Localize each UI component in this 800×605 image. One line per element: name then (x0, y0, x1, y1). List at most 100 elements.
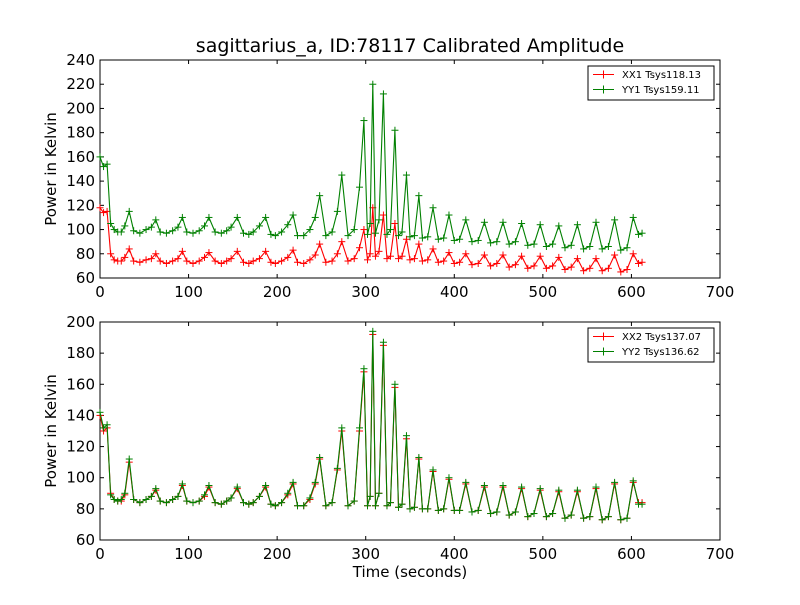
data-point-yy1 (249, 228, 257, 236)
top-y-tick-label: 180 (66, 124, 95, 142)
data-point-xx1 (100, 209, 108, 217)
data-point-yy1 (561, 244, 569, 252)
data-point-yy1 (117, 228, 125, 236)
data-point-xx1 (429, 245, 437, 253)
data-point-yy1 (278, 228, 286, 236)
top-y-tick-label: 220 (66, 75, 95, 93)
data-point-yy1 (580, 245, 588, 253)
data-point-yy2 (555, 486, 563, 494)
data-point-xx1 (456, 258, 464, 266)
data-point-yy2 (629, 477, 637, 485)
data-point-xx1 (205, 249, 213, 257)
data-point-yy1 (462, 216, 470, 224)
data-point-yy1 (169, 227, 177, 235)
data-point-yy1 (183, 228, 191, 236)
bottom-y-tick-label: 80 (76, 500, 95, 518)
data-point-xx1 (306, 256, 314, 264)
data-point-yy2 (604, 513, 612, 521)
data-point-yy2 (394, 503, 402, 511)
data-point-yy1 (592, 218, 600, 226)
data-point-yy2 (505, 511, 513, 519)
data-point-yy1 (227, 223, 235, 231)
data-point-xx1 (505, 263, 513, 271)
data-point-xx1 (322, 258, 330, 266)
top-x-tick-label: 300 (351, 283, 380, 301)
data-point-xx1 (468, 261, 476, 269)
data-point-yy2 (147, 492, 155, 500)
data-point-yy1 (402, 171, 410, 179)
data-point-xx1 (629, 250, 637, 258)
data-point-yy1 (363, 230, 371, 238)
top-legend-label-xx1: XX1 Tsys118.13 (622, 70, 701, 81)
data-point-xx1 (130, 257, 138, 265)
data-point-yy2 (205, 482, 213, 489)
data-point-yy1 (366, 220, 374, 227)
data-point-yy2 (311, 478, 319, 486)
data-point-yy1 (217, 229, 225, 237)
data-point-yy1 (391, 126, 399, 134)
data-point-yy2 (350, 497, 358, 505)
data-point-yy2 (107, 491, 115, 499)
data-point-xx1 (493, 259, 501, 267)
data-point-yy1 (136, 229, 144, 237)
data-point-xx1 (96, 204, 104, 212)
data-point-xx1 (333, 250, 341, 258)
data-point-yy1 (322, 232, 330, 240)
data-point-yy1 (284, 221, 292, 229)
data-point-xx1 (311, 251, 319, 259)
data-point-yy2 (561, 514, 569, 522)
data-point-xx1 (300, 259, 308, 267)
data-point-yy2 (289, 478, 297, 486)
data-point-xx1 (271, 259, 279, 267)
data-point-yy1 (211, 228, 219, 236)
data-point-xx1 (107, 250, 115, 258)
data-point-yy2 (429, 466, 437, 474)
data-point-yy2 (487, 510, 495, 518)
bottom-x-tick-label: 500 (529, 545, 558, 563)
data-point-yy1 (195, 227, 203, 235)
data-point-yy1 (360, 117, 368, 125)
data-point-yy2 (638, 500, 646, 508)
data-point-yy2 (398, 500, 406, 508)
data-point-yy1 (611, 216, 619, 224)
top-x-tick-label: 400 (440, 283, 469, 301)
top-y-tick-label: 240 (66, 51, 95, 69)
top-y-tick-label: 160 (66, 148, 95, 166)
data-point-yy2 (271, 502, 279, 510)
data-point-xx1 (147, 255, 155, 263)
data-point-yy1 (333, 207, 341, 215)
bottom-legend-marker-yy2 (599, 347, 608, 356)
data-point-yy1 (311, 213, 319, 221)
data-point-xx1 (573, 255, 581, 263)
data-point-yy1 (440, 234, 448, 242)
data-point-yy2 (245, 500, 253, 508)
data-point-yy2 (387, 499, 395, 507)
data-point-yy1 (573, 221, 581, 229)
data-point-xx1 (638, 258, 646, 266)
data-point-yy1 (434, 235, 442, 243)
data-point-xx1 (262, 247, 270, 255)
data-point-yy2 (573, 486, 581, 494)
data-point-xx1 (338, 238, 346, 246)
data-point-yy2 (103, 421, 111, 429)
data-point-xx1 (402, 235, 410, 243)
data-point-xx1 (189, 259, 197, 267)
bottom-y-tick-label: 160 (66, 375, 95, 393)
data-point-yy2 (174, 492, 182, 500)
data-point-xx1 (239, 258, 247, 266)
data-point-yy2 (456, 506, 464, 514)
data-point-yy1 (178, 213, 186, 221)
data-point-yy1 (152, 216, 160, 224)
top-y-tick-label: 120 (66, 196, 95, 214)
data-point-yy2 (580, 514, 588, 522)
top-y-ticks: 60 80 100 120 140 160 180 200 220 240 (66, 51, 720, 287)
data-point-xx1 (398, 252, 406, 260)
data-point-yy1 (371, 229, 379, 237)
data-point-yy2 (328, 499, 336, 507)
data-point-yy1 (142, 226, 150, 234)
data-point-yy2 (542, 513, 550, 521)
data-point-yy1 (125, 207, 133, 215)
data-point-yy2 (306, 494, 314, 502)
data-point-yy1 (406, 233, 414, 241)
data-point-xx1 (524, 264, 532, 272)
